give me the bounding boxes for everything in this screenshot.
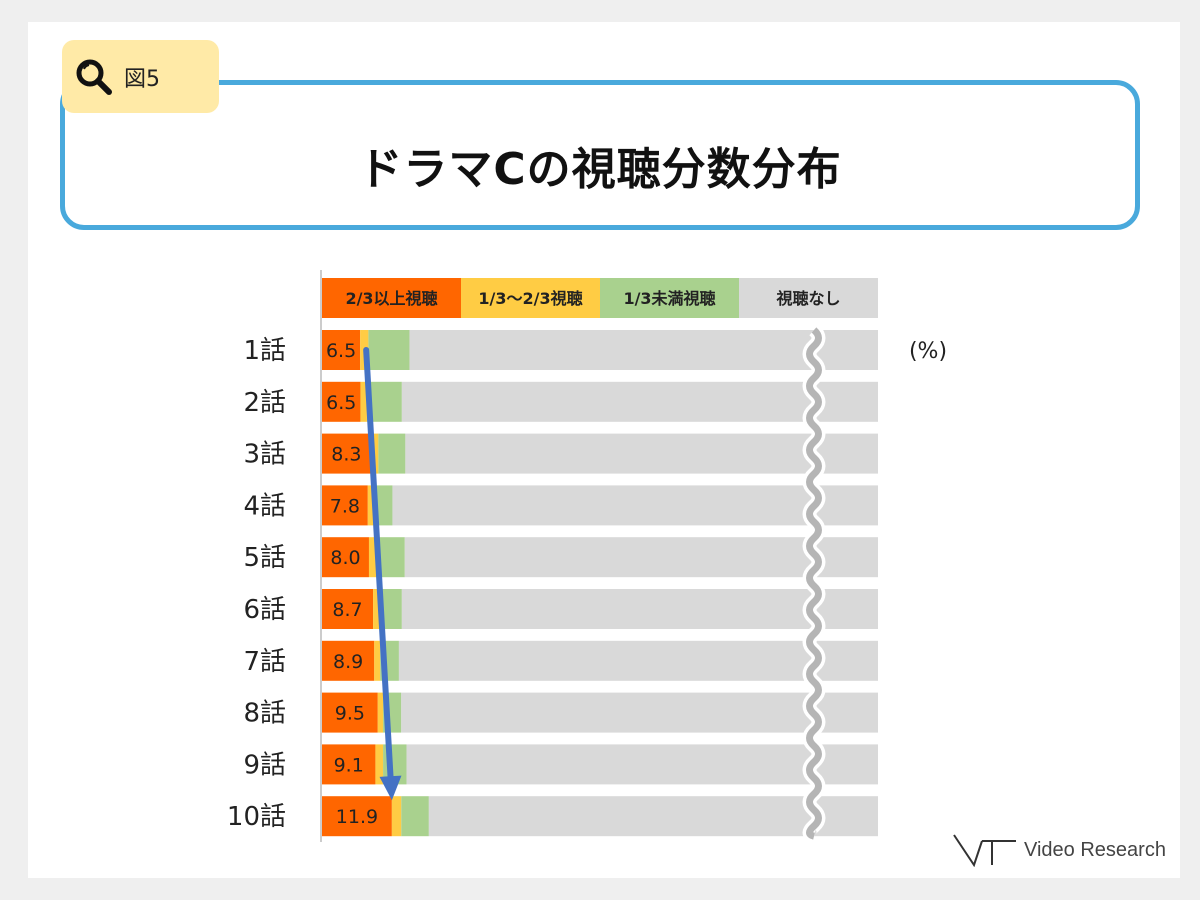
bar-segment [368,537,377,578]
category-label: 3話 [243,440,286,470]
legend-swatch [322,278,461,318]
bar-segment [360,381,367,422]
bar-segment [401,381,878,422]
bar-segment [322,640,375,681]
title-frame: ドラマCの視聴分数分布 [60,80,1140,230]
category-label: 10話 [227,802,286,832]
bar-segment [405,433,878,474]
bar-segment [322,537,369,578]
legend-label: 2/3以上視聴 [345,289,437,308]
bar-segment [322,796,392,837]
category-label: 6話 [243,595,286,625]
data-label: 11.9 [336,806,378,828]
data-label: 8.9 [333,651,363,673]
figure-label: 図5 [124,66,160,92]
bar-segment [322,692,378,733]
category-label: 7話 [243,647,286,677]
data-label: 9.5 [335,703,365,725]
category-label: 2話 [243,388,286,418]
legend-label: 視聴なし [775,289,840,308]
legend-swatch [461,278,600,318]
unit-label: (%) [909,339,947,364]
video-research-logo: Video Research [952,832,1166,868]
bar-segment [367,485,375,526]
bar-segment [391,796,402,837]
legend-label: 1/3～2/3視聴 [478,289,582,308]
bar-segment [375,744,384,785]
legend-label: 1/3未満視聴 [623,289,715,308]
legend-swatch [600,278,739,318]
bar-segment [322,381,361,422]
bar-segment [374,485,393,526]
category-label: 4話 [243,491,286,521]
page-title: ドラマCの視聴分数分布 [358,144,842,195]
category-label: 8話 [243,699,286,729]
legend-swatch [739,278,878,318]
trend-arrow-shaft [363,347,394,780]
bar-segment [401,796,429,837]
bar-segment [322,330,361,370]
bar-segment [322,485,368,526]
bar-segment [378,433,406,474]
bar-segment [374,640,381,681]
data-label: 7.8 [330,495,360,517]
bar-segment [392,485,878,526]
data-label: 6.5 [326,340,356,362]
trend-arrow-head [379,775,402,801]
bar-segment [373,589,381,629]
brand-name: Video Research [1024,838,1166,861]
magnifier-icon [76,59,112,95]
bar-segment [368,330,410,370]
bar-segment [401,692,878,733]
bar-segment [406,744,878,785]
bar-segment [377,692,384,733]
data-label: 8.7 [332,599,362,621]
category-label: 9話 [243,750,286,780]
bar-segment [322,744,376,785]
figure-tag: 図5 [62,40,219,113]
data-label: 9.1 [334,754,364,776]
bar-segment [404,537,878,578]
bar-segment [409,330,878,370]
video-research-logo-icon [953,834,1016,867]
bar-segment [322,433,371,474]
data-label: 8.3 [331,444,361,466]
bar-segment [401,589,878,629]
bar-segment [398,640,878,681]
category-label: 1話 [243,336,286,366]
data-label: 6.5 [326,392,356,414]
category-label: 5話 [243,543,286,573]
bar-segment [380,589,402,629]
data-label: 8.0 [330,547,360,569]
axis-break-line [806,327,822,840]
bar-segment [322,589,374,629]
